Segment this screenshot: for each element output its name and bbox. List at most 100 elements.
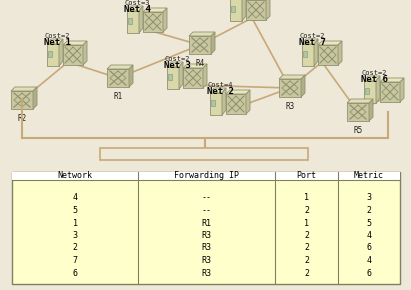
Polygon shape	[226, 90, 250, 94]
Bar	[189, 36, 211, 54]
Text: --: --	[201, 206, 212, 215]
Text: 2: 2	[304, 231, 309, 240]
Bar	[48, 51, 52, 57]
Text: Cost=3: Cost=3	[124, 0, 150, 6]
Text: 1: 1	[304, 218, 309, 227]
Polygon shape	[302, 39, 318, 44]
Polygon shape	[183, 64, 207, 68]
Text: R3: R3	[201, 256, 212, 265]
Text: Cost=2: Cost=2	[361, 70, 387, 76]
Text: Net 4: Net 4	[124, 5, 150, 14]
Bar	[12, 172, 400, 180]
Text: R3: R3	[201, 231, 212, 240]
Polygon shape	[279, 75, 305, 79]
Text: 5: 5	[72, 206, 78, 215]
Text: 2: 2	[72, 244, 78, 253]
Polygon shape	[242, 0, 246, 21]
Text: 2: 2	[304, 244, 309, 253]
Bar	[226, 94, 246, 114]
Text: Cost=2: Cost=2	[299, 33, 325, 39]
Polygon shape	[63, 41, 87, 45]
Polygon shape	[167, 62, 183, 67]
Bar	[100, 148, 308, 160]
Bar	[302, 44, 314, 66]
Text: 4: 4	[72, 193, 78, 202]
Bar	[167, 67, 179, 89]
Text: Net 3: Net 3	[164, 61, 190, 70]
Polygon shape	[338, 41, 342, 65]
Polygon shape	[127, 6, 143, 11]
Bar	[347, 103, 369, 121]
Bar	[183, 68, 203, 88]
Polygon shape	[211, 32, 215, 54]
Text: 2: 2	[304, 206, 309, 215]
Polygon shape	[266, 0, 270, 20]
Text: 6: 6	[367, 269, 372, 278]
Bar	[143, 12, 163, 32]
Text: 7: 7	[72, 256, 78, 265]
Text: Net 6: Net 6	[360, 75, 388, 84]
Bar	[210, 93, 222, 115]
Polygon shape	[203, 64, 207, 88]
Text: Net 7: Net 7	[298, 38, 326, 47]
Bar	[168, 74, 172, 80]
Polygon shape	[369, 99, 373, 121]
Text: R3: R3	[201, 244, 212, 253]
Bar	[231, 6, 235, 12]
Text: Cost=4: Cost=4	[207, 82, 233, 88]
Text: R5: R5	[353, 126, 363, 135]
Text: 4: 4	[367, 231, 372, 240]
Text: 2: 2	[304, 269, 309, 278]
Text: Net 1: Net 1	[44, 38, 70, 47]
Polygon shape	[107, 65, 133, 69]
Bar	[365, 88, 369, 94]
Text: Net 5: Net 5	[226, 0, 254, 2]
Text: R2: R2	[17, 114, 27, 123]
Bar	[11, 91, 33, 109]
Polygon shape	[11, 87, 37, 91]
Bar	[211, 100, 215, 106]
Text: Port: Port	[296, 171, 316, 180]
Text: 3: 3	[72, 231, 78, 240]
Text: R1: R1	[201, 218, 212, 227]
Polygon shape	[179, 62, 183, 89]
Text: R3: R3	[285, 102, 295, 111]
Polygon shape	[246, 90, 250, 114]
Bar	[107, 69, 129, 87]
Polygon shape	[47, 39, 63, 44]
Bar	[303, 51, 307, 57]
Text: R3: R3	[201, 269, 212, 278]
Text: 5: 5	[367, 218, 372, 227]
Bar	[364, 81, 376, 103]
Bar	[380, 82, 400, 102]
Polygon shape	[347, 99, 373, 103]
Text: Cost=2: Cost=2	[164, 56, 190, 62]
Polygon shape	[163, 8, 167, 32]
Polygon shape	[83, 41, 87, 65]
Polygon shape	[59, 39, 63, 66]
Polygon shape	[318, 41, 342, 45]
Polygon shape	[189, 32, 215, 36]
Bar	[246, 0, 266, 20]
Polygon shape	[301, 75, 305, 97]
Text: 1: 1	[72, 218, 78, 227]
Polygon shape	[314, 39, 318, 66]
Bar	[47, 44, 59, 66]
Polygon shape	[380, 78, 404, 82]
Bar	[230, 0, 242, 21]
Polygon shape	[364, 76, 380, 81]
Bar	[128, 18, 132, 24]
Bar	[318, 45, 338, 65]
Polygon shape	[33, 87, 37, 109]
Polygon shape	[129, 65, 133, 87]
Text: R4: R4	[195, 59, 205, 68]
Text: 6: 6	[72, 269, 78, 278]
Bar	[12, 172, 400, 284]
Text: 2: 2	[367, 206, 372, 215]
Text: Network: Network	[58, 171, 92, 180]
Polygon shape	[210, 88, 226, 93]
Text: 3: 3	[367, 193, 372, 202]
Text: 1: 1	[304, 193, 309, 202]
Polygon shape	[400, 78, 404, 102]
Text: Net 2: Net 2	[207, 87, 233, 96]
